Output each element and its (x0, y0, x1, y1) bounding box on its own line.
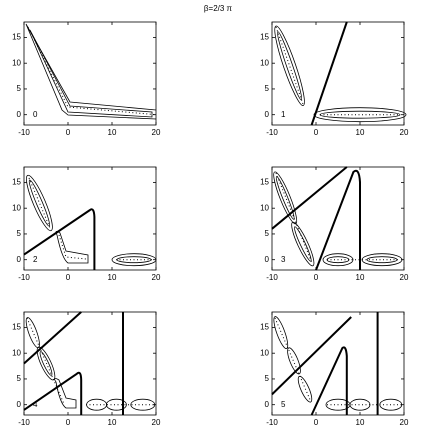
y-tick-label: 5 (265, 84, 270, 93)
y-tick-label: 5 (265, 229, 270, 238)
x-tick-label: 10 (356, 128, 365, 137)
axes-box (23, 311, 157, 416)
panel-label: 4 (33, 400, 38, 409)
y-tick-label: 0 (265, 110, 270, 119)
x-tick-label: 20 (152, 273, 161, 282)
axes-box (23, 166, 157, 271)
y-tick-label: 10 (12, 58, 21, 67)
panel-label: 3 (281, 255, 286, 264)
y-tick-label: 15 (260, 33, 269, 42)
panel-label: 1 (281, 110, 286, 119)
y-tick-label: 0 (265, 255, 270, 264)
x-tick-label: 0 (66, 273, 71, 282)
y-tick-label: 15 (12, 33, 21, 42)
y-tick-label: 10 (260, 58, 269, 67)
axes-box (271, 311, 405, 416)
y-tick-label: 15 (260, 178, 269, 187)
y-tick-label: 0 (17, 110, 22, 119)
x-tick-label: -10 (266, 418, 278, 427)
x-tick-label: -10 (18, 418, 30, 427)
figure-title: β=2/3 π (204, 4, 233, 13)
panel-shapes (23, 311, 156, 415)
panel-shapes (274, 21, 407, 126)
x-tick-label: 20 (152, 128, 161, 137)
x-tick-label: 20 (400, 128, 409, 137)
x-tick-label: 10 (356, 273, 365, 282)
x-tick-label: 20 (400, 273, 409, 282)
panel-label: 0 (33, 110, 38, 119)
panel-shapes (25, 23, 157, 120)
y-tick-label: 0 (265, 400, 270, 409)
y-tick-label: 10 (260, 348, 269, 357)
x-tick-label: -10 (18, 128, 30, 137)
y-tick-label: 10 (12, 203, 21, 212)
x-tick-label: 10 (108, 128, 117, 137)
x-tick-label: -10 (18, 273, 30, 282)
y-tick-label: 15 (260, 323, 269, 332)
y-tick-label: 5 (265, 374, 270, 383)
x-tick-label: 20 (400, 418, 409, 427)
x-tick-label: -10 (266, 128, 278, 137)
y-tick-label: 0 (17, 400, 22, 409)
y-tick-label: 0 (17, 255, 22, 264)
x-tick-label: -10 (266, 273, 278, 282)
x-tick-label: 10 (356, 418, 365, 427)
x-tick-label: 0 (314, 418, 319, 427)
axes-box (271, 21, 405, 126)
x-tick-label: 0 (314, 273, 319, 282)
x-tick-label: 0 (66, 128, 71, 137)
y-tick-label: 15 (12, 323, 21, 332)
panel-label: 2 (33, 255, 38, 264)
panel-shapes (23, 174, 157, 270)
y-tick-label: 10 (260, 203, 269, 212)
y-tick-label: 5 (17, 84, 22, 93)
y-tick-label: 15 (12, 178, 21, 187)
panel-shapes (271, 166, 403, 271)
panel-label: 5 (281, 400, 286, 409)
y-tick-label: 10 (12, 348, 21, 357)
y-tick-label: 5 (17, 229, 22, 238)
axes-box (271, 166, 405, 271)
axes-box (23, 21, 157, 126)
x-tick-label: 0 (314, 128, 319, 137)
x-tick-label: 20 (152, 418, 161, 427)
x-tick-label: 10 (108, 273, 117, 282)
panel-shapes (271, 312, 403, 416)
x-tick-label: 10 (108, 418, 117, 427)
x-tick-label: 0 (66, 418, 71, 427)
y-tick-label: 5 (17, 374, 22, 383)
